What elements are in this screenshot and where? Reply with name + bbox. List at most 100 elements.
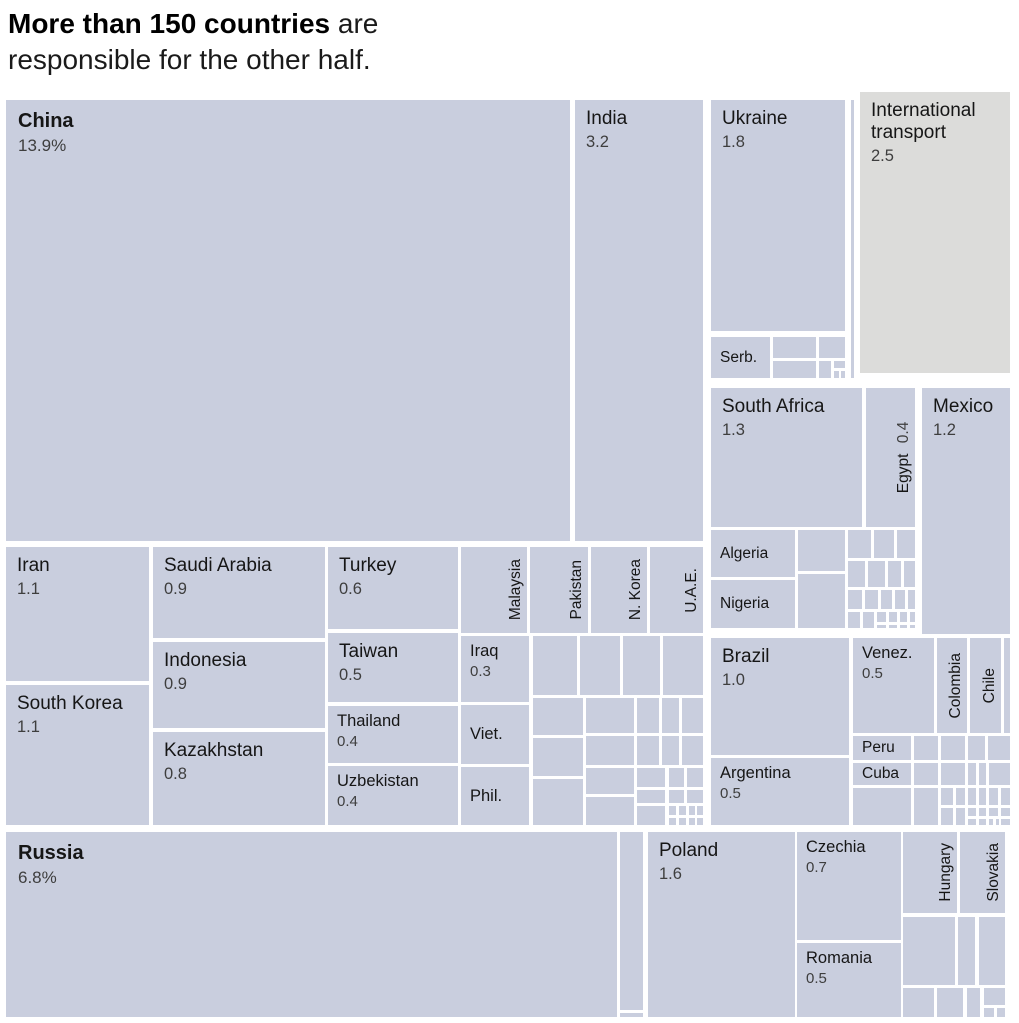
- cell-unlabeled: [848, 530, 871, 558]
- cell-label: Phil.: [470, 786, 503, 805]
- cell-unlabeled: [914, 736, 938, 760]
- cell-label: Argentina: [720, 764, 791, 782]
- cell-poland: Poland 1.6: [648, 832, 795, 1017]
- cell-unlabeled: [908, 590, 915, 609]
- cell-unlabeled: [958, 917, 975, 985]
- cell-unlabeled: [679, 806, 686, 815]
- cell-unlabeled: [968, 763, 976, 785]
- cell-unlabeled: [1004, 638, 1010, 733]
- cell-value: 0.4: [337, 792, 358, 810]
- cell-unlabeled: [533, 738, 583, 776]
- cell-unlabeled: [1001, 808, 1010, 816]
- cell-unlabeled: [865, 590, 878, 609]
- cell-unlabeled: [834, 371, 839, 378]
- cell-unlabeled: [848, 612, 860, 628]
- cell-indonesia: Indonesia 0.9: [153, 642, 325, 728]
- cell-unlabeled: [968, 808, 976, 816]
- cell-unlabeled: [819, 337, 845, 358]
- cell-label: U.A.E.: [682, 567, 700, 613]
- cell-unlabeled: [989, 763, 1010, 785]
- cell-unlabeled: [968, 736, 985, 760]
- cell-unlabeled: [662, 736, 679, 765]
- cell-unlabeled: [689, 818, 695, 825]
- rotated-label-box: N. Korea: [591, 547, 647, 633]
- cell-nigeria: Nigeria: [711, 580, 795, 628]
- cell-unlabeled: [874, 530, 894, 558]
- cell-unlabeled: [941, 736, 965, 760]
- cell-value: 0.8: [164, 764, 187, 783]
- cell-label: Chile: [980, 667, 998, 704]
- cell-unlabeled: [897, 530, 915, 558]
- cell-unlabeled: [997, 1008, 1005, 1017]
- cell-unlabeled: [984, 988, 1005, 1005]
- cell-unlabeled: [682, 736, 703, 765]
- cell-label: Thailand: [337, 712, 401, 730]
- cell-pakistan: Pakistan: [530, 547, 588, 633]
- cell-value: 0.7: [806, 858, 827, 876]
- cell-russia: Russia 6.8%: [6, 832, 617, 1017]
- cell-unlabeled: [941, 808, 953, 825]
- cell-label: Algeria: [720, 544, 769, 562]
- cell-unlabeled: [900, 625, 907, 628]
- cell-label: Uzbekistan: [337, 772, 419, 790]
- cell-venezuela: Venez. 0.5: [853, 638, 934, 733]
- cell-label: South Korea: [17, 693, 123, 714]
- title-bold-text: More than 150 countries: [8, 8, 331, 39]
- cell-label: Serb.: [720, 348, 758, 366]
- cell-unlabeled: [979, 788, 986, 805]
- cell-algeria: Algeria: [711, 530, 795, 577]
- cell-unlabeled: [989, 788, 998, 805]
- title-line-2: responsible for the other half.: [8, 44, 371, 75]
- cell-value: 0.5: [720, 784, 741, 802]
- cell-unlabeled: [979, 763, 986, 785]
- cell-label: Turkey: [339, 555, 397, 576]
- cell-value: 1.3: [722, 420, 745, 439]
- cell-value: 1.1: [17, 579, 40, 598]
- cell-value: 13.9%: [18, 136, 67, 155]
- cell-label: Romania: [806, 949, 873, 967]
- cell-unlabeled: [637, 806, 665, 825]
- cell-unlabeled: [851, 100, 854, 378]
- cell-unlabeled: [968, 788, 976, 805]
- cell-unlabeled: [989, 819, 993, 825]
- cell-label: Peru: [862, 739, 895, 757]
- cell-label: Cuba: [862, 765, 900, 783]
- cell-value: 0.9: [164, 579, 187, 598]
- title-regular-text: are: [330, 8, 379, 39]
- cell-unlabeled: [903, 917, 955, 985]
- cell-egypt: Egypt0.4: [866, 388, 915, 527]
- cell-unlabeled: [904, 561, 915, 587]
- cell-label: Iraq: [470, 642, 499, 660]
- cell-unlabeled: [669, 818, 676, 825]
- cell-saudi-arabia: Saudi Arabia 0.9: [153, 547, 325, 638]
- cell-unlabeled: [637, 790, 665, 803]
- cell-value: 1.6: [659, 864, 682, 883]
- cell-unlabeled: [1001, 788, 1010, 805]
- cell-unlabeled: [689, 806, 695, 815]
- cell-iraq: Iraq 0.3: [461, 636, 529, 702]
- cell-label: Nigeria: [720, 595, 770, 613]
- cell-label: Venez.: [862, 644, 913, 662]
- cell-label: Egypt0.4: [894, 421, 912, 494]
- cell-value: 1.1: [17, 717, 40, 736]
- cell-label: N. Korea: [626, 559, 644, 621]
- cell-unlabeled: [580, 636, 620, 695]
- cell-value: 6.8%: [18, 868, 57, 887]
- cell-unlabeled: [848, 590, 862, 609]
- cell-thailand: Thailand 0.4: [328, 706, 458, 763]
- cell-unlabeled: [798, 530, 845, 571]
- rotated-label-box: Pakistan: [530, 547, 588, 633]
- cell-unlabeled: [888, 561, 901, 587]
- rotated-label-box: Chile: [970, 638, 1001, 733]
- cell-label: Ukraine: [722, 108, 788, 129]
- cell-cuba: Cuba: [853, 763, 911, 785]
- cell-philippines: Phil.: [461, 767, 529, 825]
- cell-unlabeled: [620, 1013, 643, 1017]
- cell-unlabeled: [623, 636, 660, 695]
- cell-unlabeled: [979, 917, 1005, 985]
- rotated-label-box: Colombia: [937, 638, 967, 733]
- cell-mexico: Mexico 1.2: [922, 388, 1010, 634]
- cell-uzbekistan: Uzbekistan 0.4: [328, 766, 458, 825]
- cell-label: Viet.: [470, 725, 503, 744]
